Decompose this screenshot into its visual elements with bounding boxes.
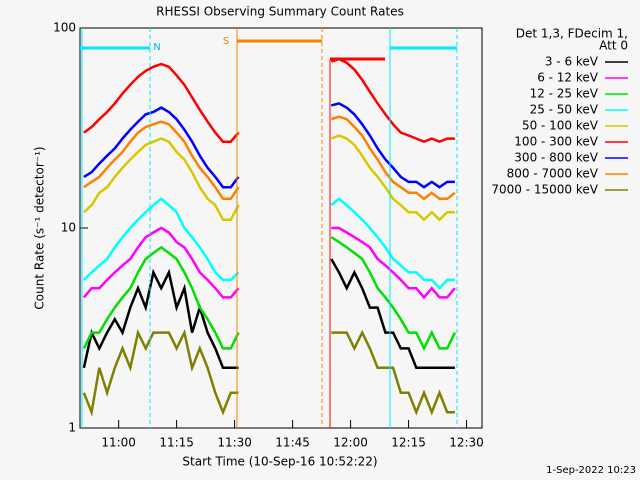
x-tick-label: 12:00 — [333, 436, 368, 450]
legend-label: 100 - 300 keV — [514, 135, 598, 149]
y-axis-label: Count Rate (s⁻¹ detector⁻¹) — [33, 146, 47, 309]
x-tick-label: 12:30 — [449, 436, 484, 450]
x-tick-label: 11:15 — [159, 436, 194, 450]
y-tick-label: 100 — [53, 21, 76, 35]
x-tick-label: 12:15 — [391, 436, 426, 450]
legend-title: Att 0 — [599, 39, 628, 53]
legend-label: 7000 - 15000 keV — [491, 183, 598, 197]
x-tick-label: 11:00 — [101, 436, 136, 450]
x-tick-label: 11:45 — [275, 436, 310, 450]
observing-flags: N S — [80, 28, 458, 428]
legend-label: 6 - 12 keV — [537, 71, 599, 85]
legend-title: Det 1,3, FDecim 1, — [516, 27, 628, 41]
series-line — [82, 226, 456, 300]
series-line — [83, 197, 455, 291]
series-line — [82, 328, 455, 417]
series-line — [83, 102, 455, 189]
legend-label: 3 - 6 keV — [545, 55, 599, 69]
annotation: N — [153, 42, 160, 53]
y-tick-label: 1 — [68, 421, 76, 435]
legend-label: 800 - 7000 keV — [507, 167, 599, 181]
series-line — [83, 57, 455, 144]
series-line — [82, 258, 455, 370]
annotation: S — [223, 36, 229, 47]
legend-label: 300 - 800 keV — [514, 151, 598, 165]
chart-title: RHESSI Observing Summary Count Rates — [156, 5, 404, 19]
footer: 1-Sep-2022 10:23 — [546, 465, 636, 476]
legend-label: 25 - 50 keV — [530, 103, 599, 117]
legend-label: 50 - 100 keV — [522, 119, 599, 133]
x-axis-label: Start Time (10-Sep-16 10:52:22) — [182, 455, 377, 469]
y-tick-label: 10 — [61, 221, 76, 235]
x-tick-label: 11:30 — [217, 436, 252, 450]
series-line — [83, 115, 456, 201]
legend-label: 12 - 25 keV — [530, 87, 599, 101]
series-line — [82, 236, 457, 352]
series-line — [83, 134, 455, 222]
